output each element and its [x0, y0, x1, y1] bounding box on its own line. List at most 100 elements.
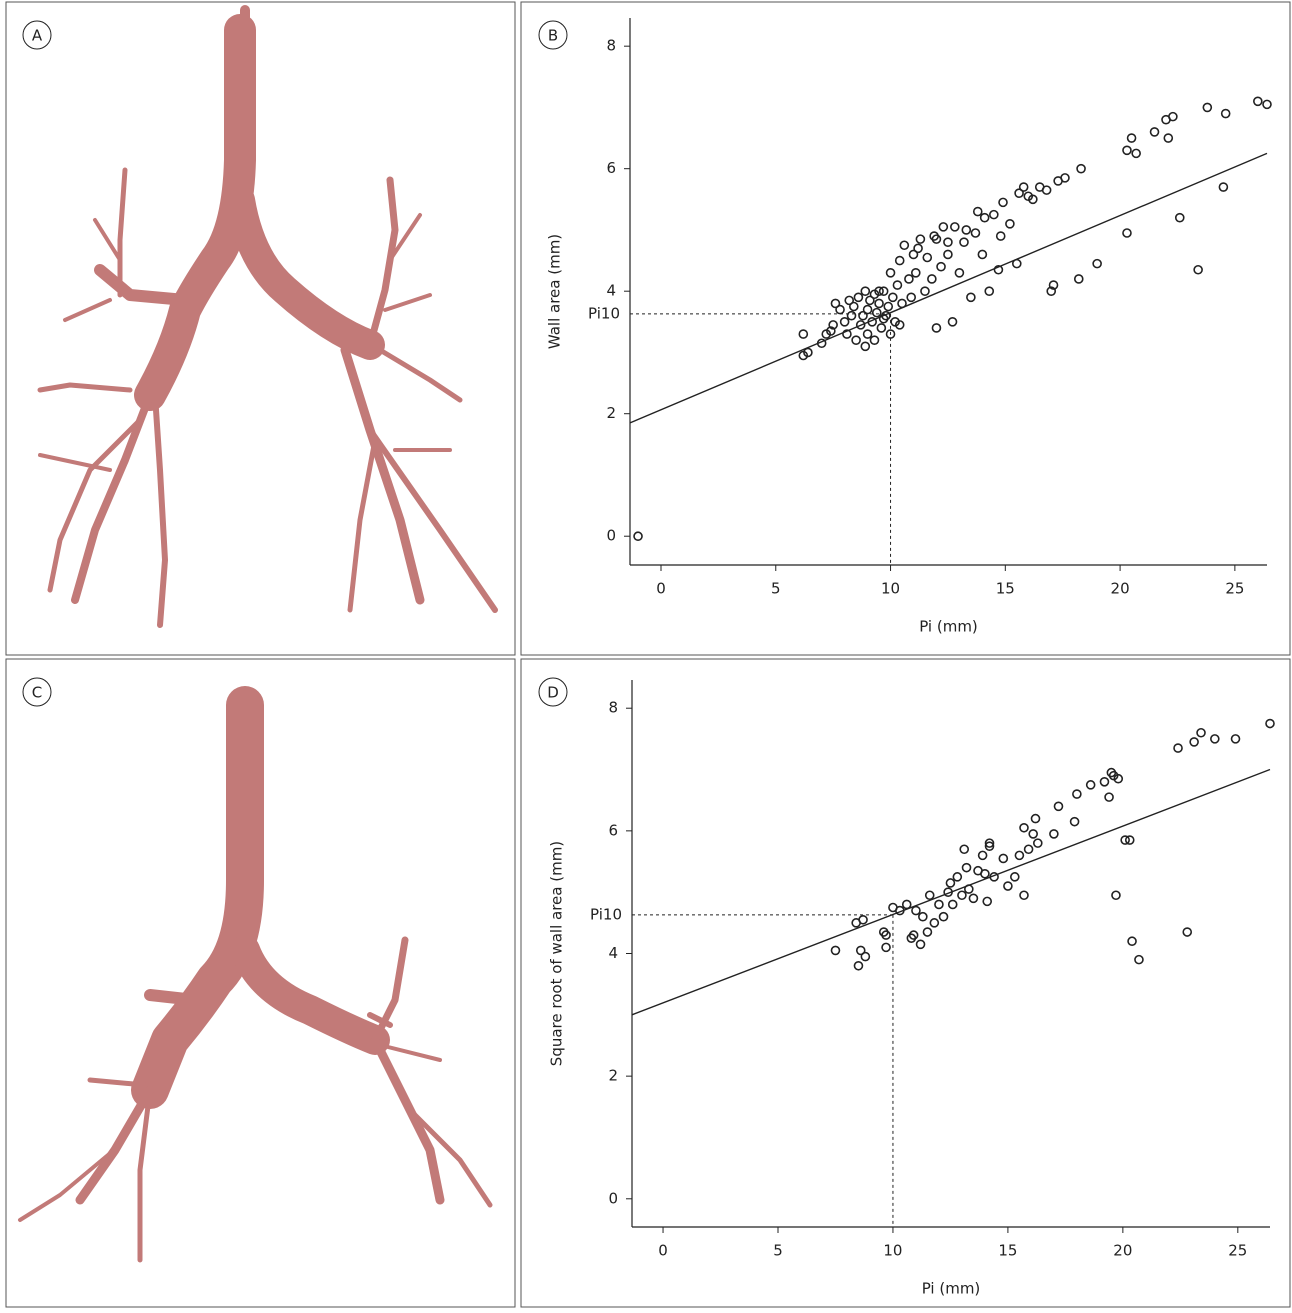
y-axis-title: Wall area (mm) — [546, 234, 564, 349]
fit-line — [631, 768, 1271, 1016]
x-tick-label: 15 — [998, 1242, 1017, 1260]
data-point — [929, 918, 940, 928]
panel-label: A — [22, 20, 52, 50]
y-tick-label: 8 — [608, 699, 618, 717]
data-point — [885, 268, 896, 278]
data-point — [968, 893, 979, 904]
data-point — [1265, 718, 1275, 729]
x-tick-label: 25 — [1228, 1242, 1247, 1260]
data-point — [1014, 188, 1024, 198]
data-point — [1009, 872, 1020, 882]
data-point — [1069, 816, 1080, 827]
data-point — [1113, 773, 1124, 784]
data-point — [954, 268, 965, 278]
data-point — [855, 945, 866, 956]
panel-label: D — [538, 677, 568, 707]
data-point — [1085, 780, 1096, 790]
data-point — [881, 942, 891, 953]
y-tick-label: 8 — [606, 37, 616, 55]
data-point — [959, 237, 969, 247]
data-point — [959, 844, 970, 855]
data-point — [931, 323, 942, 333]
x-tick-label: 15 — [996, 580, 1015, 598]
data-point — [849, 301, 859, 312]
data-point — [1134, 954, 1144, 965]
data-point — [1072, 789, 1082, 799]
data-point — [938, 222, 949, 232]
data-point — [1076, 163, 1086, 174]
data-point — [977, 850, 988, 861]
data-point — [1003, 881, 1013, 891]
data-point — [1060, 173, 1070, 183]
data-point — [892, 280, 903, 290]
data-point — [1014, 850, 1025, 861]
data-point — [1041, 185, 1052, 195]
data-point — [874, 286, 884, 296]
airway-image — [18, 686, 493, 1263]
data-point — [1122, 228, 1132, 238]
data-point — [1092, 258, 1102, 269]
data-point — [816, 338, 827, 349]
data-point — [984, 286, 995, 296]
x-tick-label: 5 — [771, 580, 781, 598]
data-point — [862, 304, 873, 315]
data-point — [1196, 727, 1206, 738]
data-point — [1019, 822, 1029, 833]
x-tick-label: 0 — [658, 1242, 668, 1260]
data-point — [993, 264, 1004, 275]
data-point — [878, 286, 889, 296]
data-point — [936, 261, 946, 272]
data-point — [922, 927, 933, 937]
x-tick-label: 10 — [881, 580, 900, 598]
data-point — [977, 249, 988, 260]
data-point — [1046, 286, 1057, 296]
data-point — [1202, 102, 1213, 113]
data-point — [1174, 212, 1185, 223]
panel-letter: B — [548, 27, 558, 45]
data-point — [899, 240, 910, 251]
data-point — [984, 841, 995, 851]
data-point — [1018, 182, 1029, 192]
data-point — [929, 231, 939, 241]
panel-letter: D — [547, 684, 559, 702]
data-point — [835, 304, 845, 315]
x-tick-label: 20 — [1111, 580, 1130, 598]
data-point — [957, 890, 967, 901]
data-point — [908, 930, 919, 940]
data-point — [910, 268, 921, 278]
panel-frame — [5, 658, 516, 1308]
data-point — [1005, 219, 1015, 229]
panel-letter: C — [32, 684, 42, 702]
data-point — [1161, 114, 1171, 125]
panel-frame — [5, 1, 516, 656]
data-point — [1019, 890, 1029, 901]
data-point — [883, 301, 894, 312]
data-point — [897, 298, 907, 309]
data-point — [979, 212, 990, 223]
data-point — [826, 326, 836, 336]
fit-line — [629, 152, 1268, 424]
panel-label: B — [538, 20, 568, 50]
data-point — [1030, 813, 1041, 824]
data-point — [947, 317, 958, 327]
y-tick-label: 0 — [606, 527, 616, 545]
data-point — [888, 292, 898, 303]
data-point — [862, 329, 873, 339]
data-point — [989, 209, 999, 220]
data-point — [998, 853, 1009, 864]
data-point — [869, 335, 880, 345]
data-point — [995, 231, 1006, 241]
data-point — [1111, 890, 1121, 901]
y-tick-label: 0 — [608, 1189, 618, 1207]
x-tick-label: 10 — [883, 1242, 902, 1260]
data-point — [1053, 801, 1064, 812]
data-point — [920, 286, 930, 296]
data-point — [1189, 737, 1199, 747]
data-point — [966, 292, 976, 303]
data-point — [876, 323, 887, 333]
data-point — [945, 878, 956, 888]
data-point — [1106, 767, 1117, 778]
data-point — [911, 905, 921, 916]
data-point — [1126, 133, 1137, 143]
data-point — [1099, 776, 1110, 787]
